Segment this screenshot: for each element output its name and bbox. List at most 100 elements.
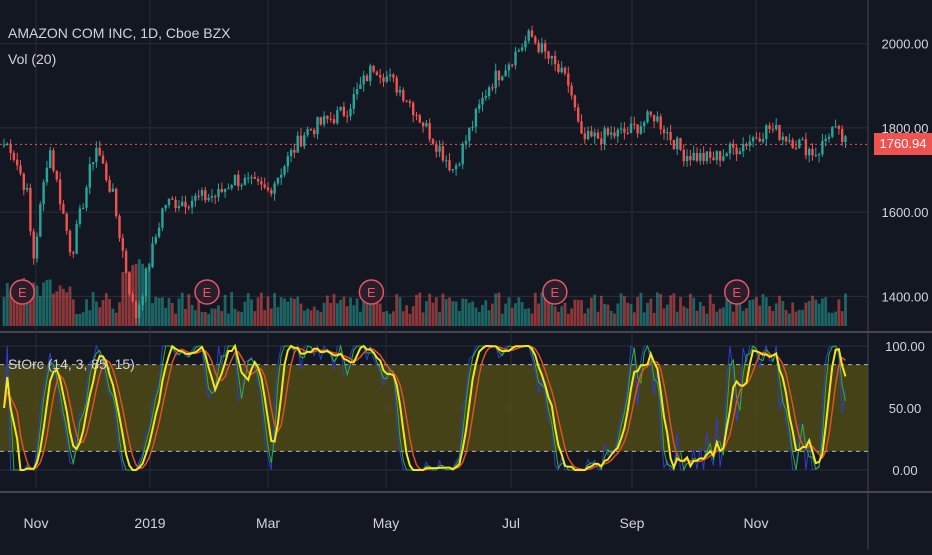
candle-body <box>233 174 237 186</box>
candle-body <box>557 64 560 73</box>
candle-body <box>237 174 240 187</box>
volume-bar <box>137 259 141 326</box>
earnings-marker[interactable]: E <box>194 279 220 305</box>
candle-body <box>9 143 12 153</box>
volume-bar <box>814 299 818 326</box>
volume-bar <box>570 308 573 326</box>
candle-body <box>425 123 428 127</box>
candle-body <box>438 146 441 152</box>
symbol-title[interactable]: AMAZON COM INC, 1D, Cboe BZX <box>8 25 231 41</box>
candle-body <box>6 143 9 145</box>
candle-body <box>299 135 303 147</box>
candle-body <box>646 111 649 123</box>
candle-body <box>365 75 369 82</box>
volume-bar <box>441 293 445 326</box>
candle-body <box>428 123 431 140</box>
candle-body <box>689 155 692 161</box>
volume-bar <box>500 313 504 326</box>
volume-bar <box>425 301 428 326</box>
volume-bar <box>184 308 187 326</box>
volume-bar <box>161 297 164 326</box>
candle-body <box>200 190 204 196</box>
volume-bar <box>372 296 375 326</box>
earnings-marker[interactable]: E <box>723 279 750 305</box>
candle-body <box>639 126 643 134</box>
volume-bar <box>741 310 745 326</box>
candle-body <box>82 207 85 209</box>
volume-indicator-label[interactable]: Vol (20) <box>8 51 57 67</box>
volume-bar <box>415 294 418 326</box>
candle-body <box>405 100 408 102</box>
candle-body <box>771 129 775 131</box>
volume-bar <box>751 299 755 326</box>
candle-body <box>775 124 778 130</box>
volume-bar <box>35 285 39 326</box>
time-axis-label: May <box>373 515 399 531</box>
candle-body <box>105 163 108 180</box>
candle-body <box>303 135 306 147</box>
volume-bar <box>312 306 316 326</box>
earnings-marker[interactable]: E <box>542 279 568 305</box>
volume-bar <box>217 305 220 326</box>
candle-body <box>16 159 19 166</box>
volume-bar <box>114 312 118 326</box>
candle-body <box>577 107 580 122</box>
volume-bar <box>652 312 656 326</box>
candle-body <box>382 77 385 82</box>
candle-body <box>534 36 537 43</box>
candle-body <box>481 97 484 105</box>
volume-bar <box>573 299 577 326</box>
volume-bar <box>702 305 705 326</box>
candle-body <box>217 189 220 197</box>
volume-bar <box>286 301 290 326</box>
candle-body <box>55 170 58 180</box>
volume-bar <box>210 308 214 326</box>
oscillator-tick-label: 100.00 <box>885 339 925 354</box>
volume-bar <box>68 286 72 326</box>
candle-body <box>204 190 207 201</box>
volume-bar <box>58 285 62 326</box>
volume-bar <box>774 303 778 326</box>
candle-body <box>831 126 834 137</box>
candle-body <box>435 143 438 152</box>
oscillator-k-line <box>3 343 847 471</box>
volume-bar <box>220 311 224 326</box>
earnings-marker[interactable]: E <box>358 279 385 305</box>
candle-body <box>362 75 365 85</box>
volume-bar <box>580 300 583 326</box>
candle-body <box>332 119 336 124</box>
candle-body <box>616 129 619 137</box>
oscillator-tick-label: 50.00 <box>889 401 922 416</box>
volume-bar <box>596 311 600 326</box>
volume-bar <box>342 296 346 326</box>
volume-bar <box>454 301 458 326</box>
volume-bar <box>411 306 415 326</box>
candle-body <box>256 178 260 182</box>
candle-body <box>220 189 223 193</box>
volume-bar <box>514 303 517 326</box>
volume-bar <box>576 299 580 326</box>
candle-body <box>388 74 392 77</box>
volume-bar <box>29 296 32 326</box>
candle-body <box>669 132 672 141</box>
oscillator-indicator-label[interactable]: StOrc (14, 3, 85, 15) <box>8 356 135 372</box>
earnings-marker[interactable]: E <box>9 279 36 305</box>
candle-body <box>685 155 689 162</box>
candle-body <box>131 294 134 302</box>
candle-body <box>784 136 788 142</box>
candle-body <box>39 204 42 237</box>
volume-bar <box>745 308 748 326</box>
volume-bar <box>599 295 603 326</box>
candle-body <box>342 106 346 116</box>
volume-bar <box>256 297 260 326</box>
candle-body <box>728 143 732 154</box>
volume-bar <box>345 306 349 326</box>
volume-bar <box>797 309 801 326</box>
volume-bar <box>418 292 422 326</box>
candle-body <box>458 164 461 166</box>
candle-body <box>184 201 187 208</box>
volume-bar <box>646 302 649 326</box>
